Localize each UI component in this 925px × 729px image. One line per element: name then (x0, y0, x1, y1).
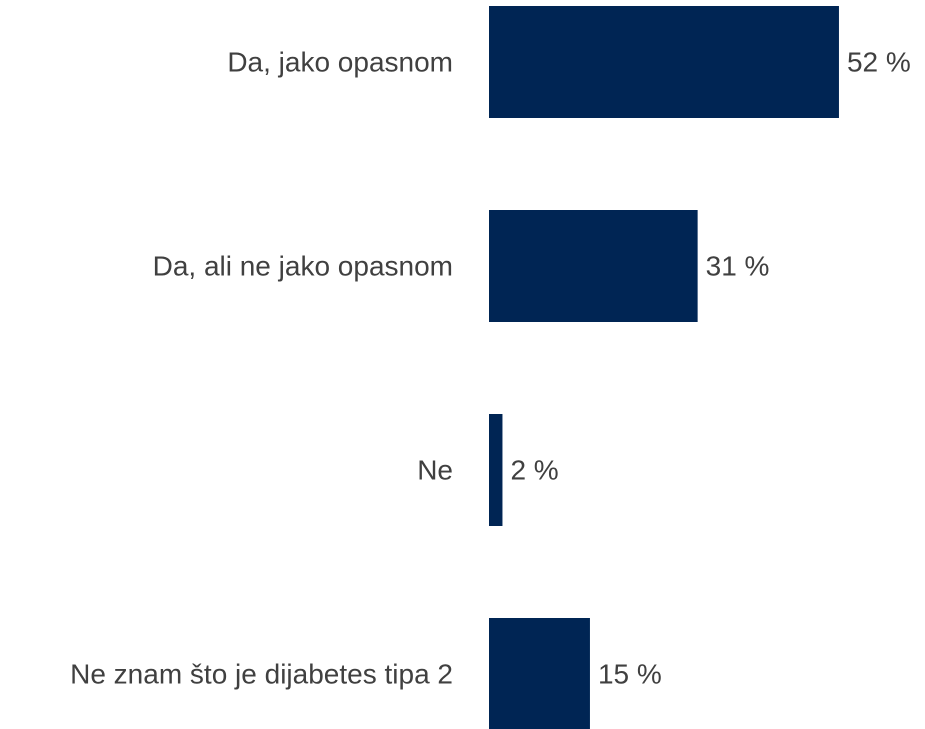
value-label-ne-znam-sto-je-dijabetes-tipa-2: 15 % (598, 659, 662, 690)
bars-group (489, 6, 839, 729)
category-label-ne: Ne (417, 455, 453, 486)
category-label-ne-znam-sto-je-dijabetes-tipa-2: Ne znam što je dijabetes tipa 2 (70, 659, 453, 690)
value-labels-group: 52 % 31 % 2 % 15 % (510, 47, 910, 690)
category-label-da-jako-opasnom: Da, jako opasnom (227, 47, 453, 78)
value-label-da-ali-ne-jako-opasnom: 31 % (706, 251, 770, 282)
value-label-da-jako-opasnom: 52 % (847, 47, 911, 78)
category-label-da-ali-ne-jako-opasnom: Da, ali ne jako opasnom (153, 251, 453, 282)
bar-da-ali-ne-jako-opasnom (489, 210, 698, 322)
category-labels-group: Da, jako opasnom Da, ali ne jako opasnom N… (70, 47, 453, 690)
bar-da-jako-opasnom (489, 6, 839, 118)
value-label-ne: 2 % (510, 455, 558, 486)
bar-ne-znam-sto-je-dijabetes-tipa-2 (489, 618, 590, 729)
bar-ne (489, 414, 503, 526)
